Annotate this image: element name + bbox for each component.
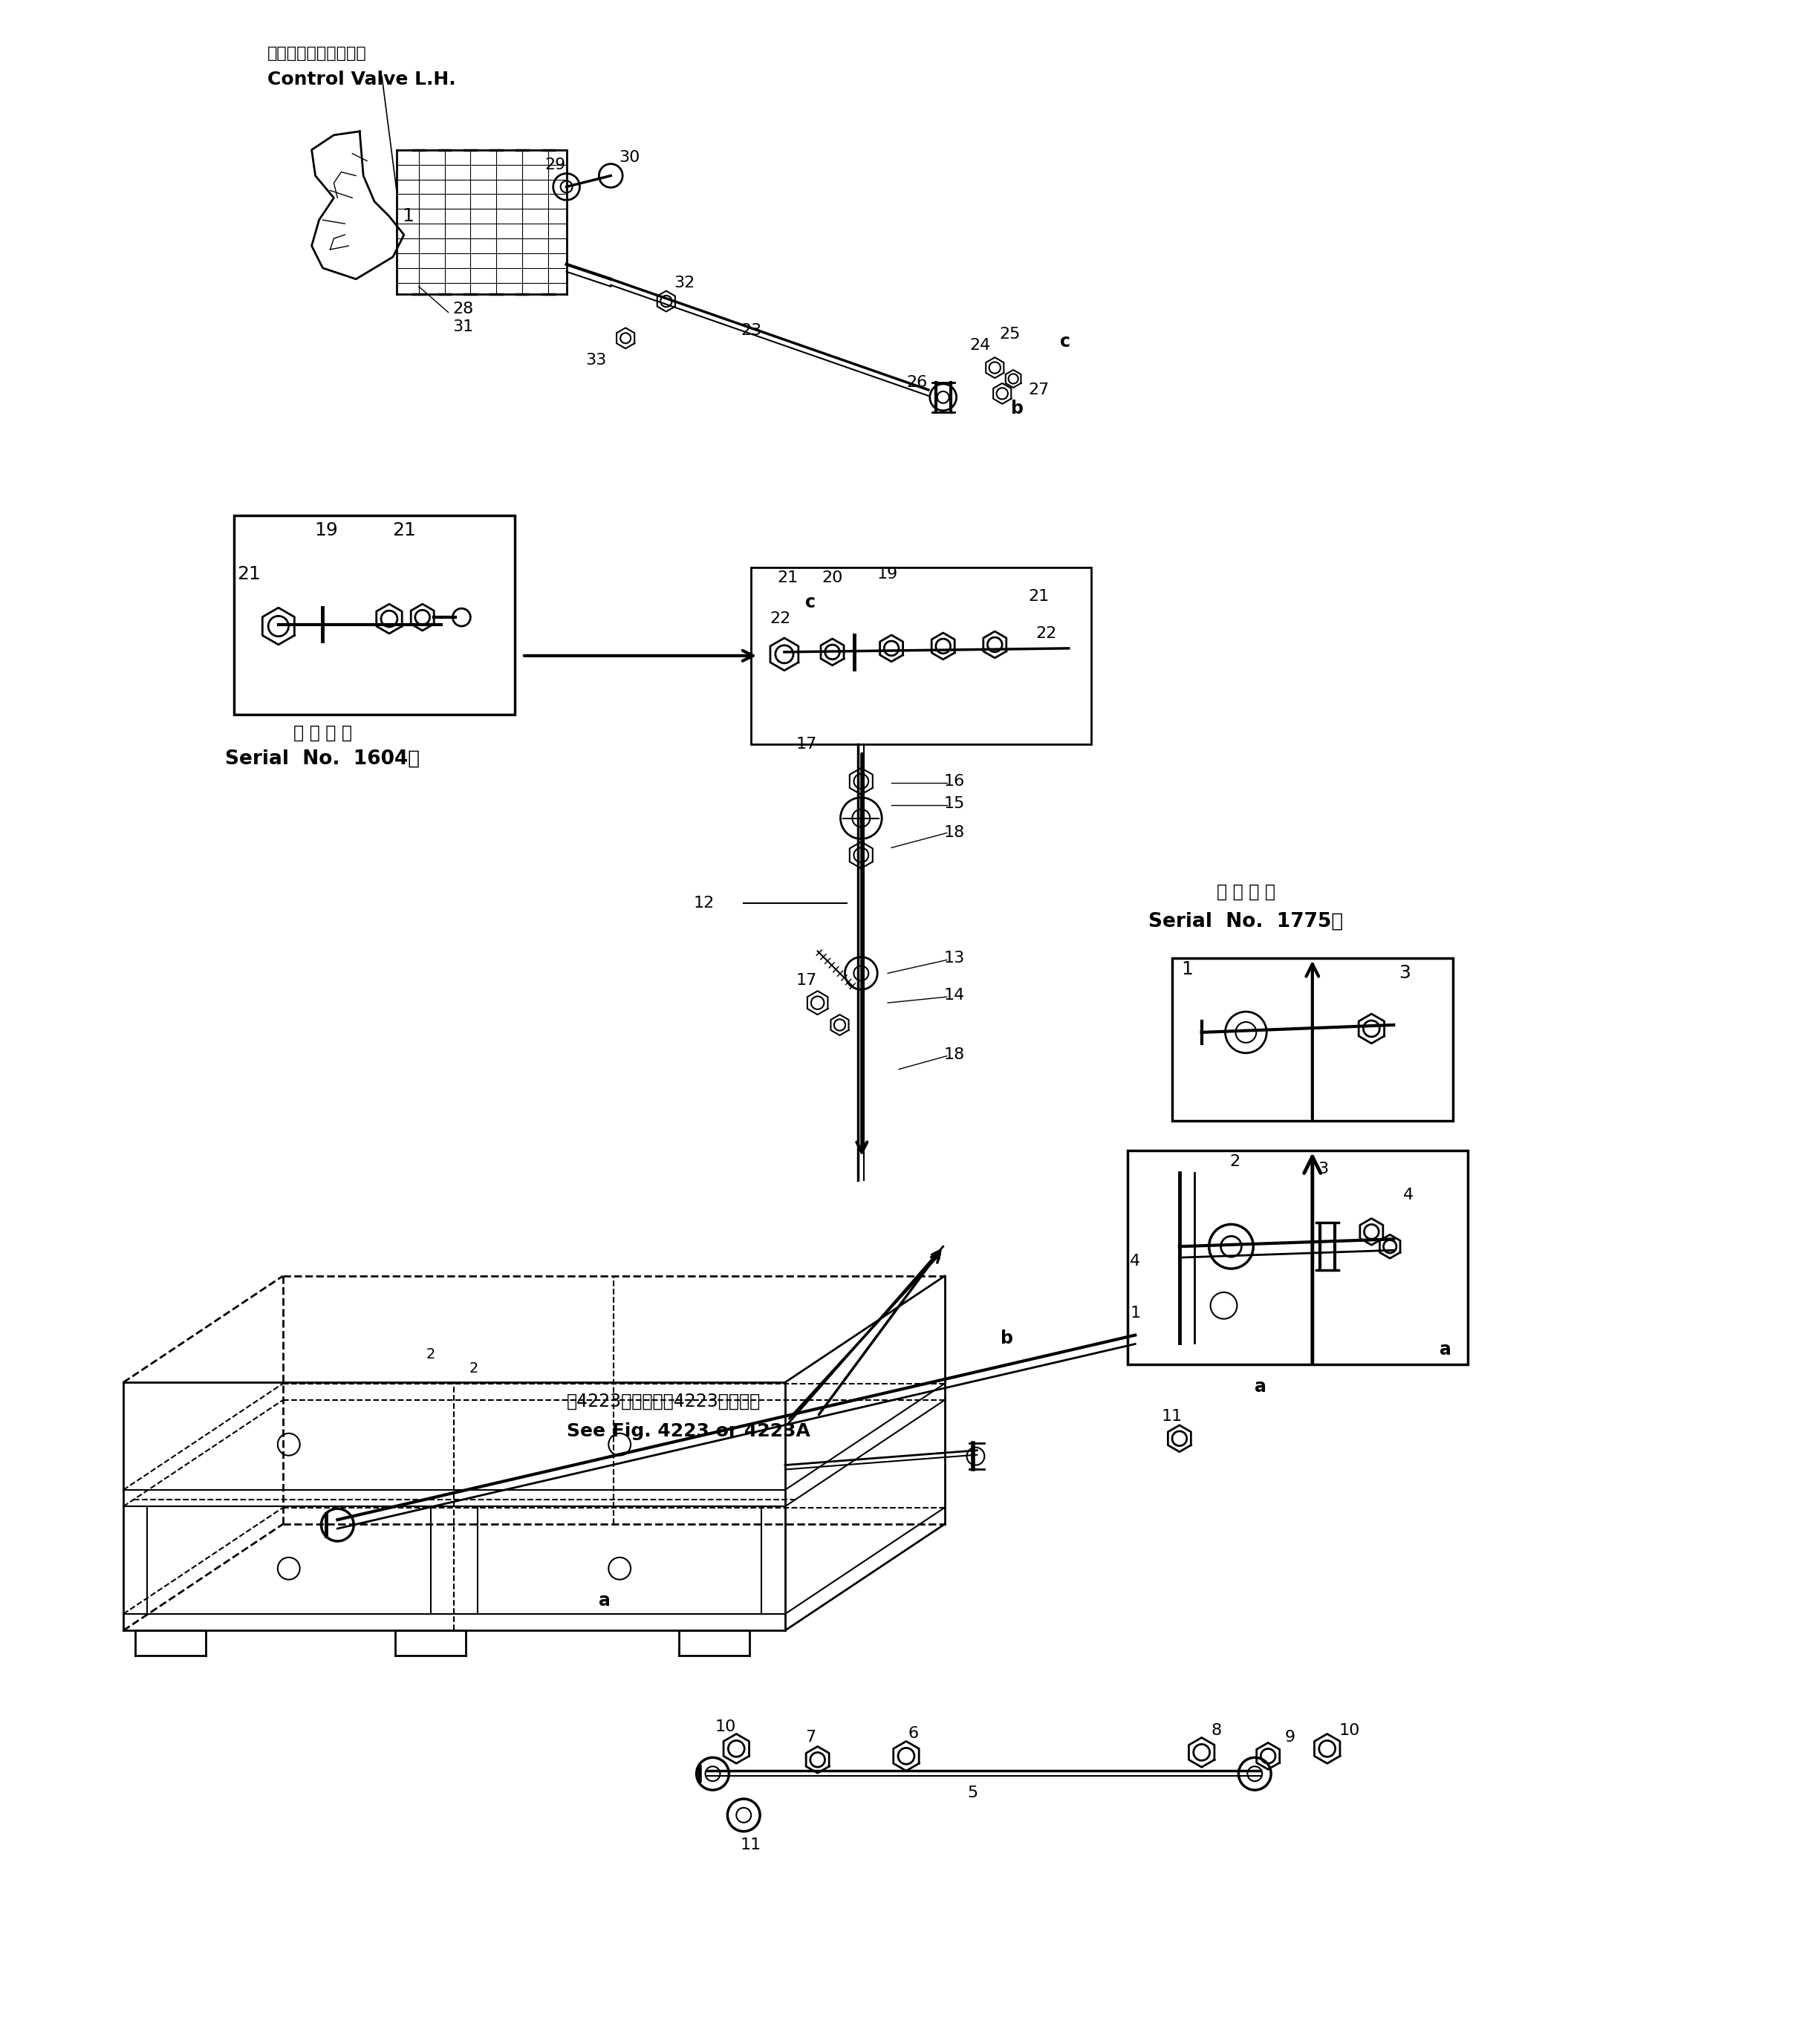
- Bar: [235, 515, 514, 715]
- Text: 5: 5: [967, 1786, 978, 1801]
- Text: 29: 29: [545, 157, 567, 172]
- Text: 27: 27: [1029, 382, 1051, 397]
- Bar: [751, 566, 1090, 744]
- Text: 1: 1: [1130, 1306, 1141, 1320]
- Text: 11: 11: [740, 1838, 762, 1852]
- Text: 7: 7: [805, 1729, 816, 1746]
- Text: 19: 19: [314, 521, 338, 540]
- Text: Serial  No.  1604～: Serial No. 1604～: [226, 750, 421, 769]
- Text: a: a: [1254, 1378, 1267, 1396]
- Text: 11: 11: [1162, 1408, 1182, 1425]
- Text: 17: 17: [796, 738, 818, 752]
- Text: 26: 26: [906, 374, 928, 390]
- Text: 23: 23: [740, 323, 762, 337]
- Text: 12: 12: [693, 895, 715, 910]
- Text: 3: 3: [1318, 1161, 1328, 1177]
- Text: 10: 10: [1339, 1723, 1359, 1737]
- Text: 22: 22: [1036, 625, 1058, 642]
- Text: 33: 33: [585, 354, 606, 368]
- Text: 10: 10: [715, 1719, 736, 1733]
- Text: 30: 30: [619, 149, 639, 166]
- Text: a: a: [599, 1592, 610, 1609]
- Text: 6: 6: [908, 1727, 919, 1741]
- Text: Control Valve L.H.: Control Valve L.H.: [267, 72, 455, 88]
- Text: 2: 2: [1229, 1155, 1240, 1169]
- Text: c: c: [1060, 333, 1070, 352]
- Text: 17: 17: [796, 973, 818, 987]
- Text: 第4223図または第4223Ａ図参照: 第4223図または第4223Ａ図参照: [567, 1392, 760, 1410]
- Text: 28: 28: [453, 300, 473, 317]
- Text: 1: 1: [1180, 961, 1193, 979]
- Text: Serial  No.  1775～: Serial No. 1775～: [1148, 912, 1343, 932]
- Text: 2: 2: [469, 1361, 478, 1376]
- Text: 21: 21: [236, 566, 260, 583]
- Text: 19: 19: [877, 566, 899, 583]
- Text: 16: 16: [944, 775, 964, 789]
- Text: a: a: [1439, 1341, 1451, 1359]
- Text: 21: 21: [392, 521, 415, 540]
- Bar: [1171, 959, 1453, 1120]
- Text: 15: 15: [944, 795, 964, 811]
- Bar: [1128, 1151, 1467, 1365]
- Text: b: b: [1000, 1329, 1013, 1347]
- Text: 22: 22: [771, 611, 791, 625]
- Text: 31: 31: [453, 319, 473, 335]
- Text: 9: 9: [1285, 1729, 1296, 1746]
- Text: c: c: [805, 593, 816, 611]
- Text: 24: 24: [969, 337, 991, 354]
- Text: 4: 4: [1402, 1188, 1413, 1202]
- Text: 2: 2: [426, 1347, 435, 1361]
- Text: コントロールバルブ左: コントロールバルブ左: [267, 47, 366, 61]
- Text: 14: 14: [944, 987, 964, 1004]
- Text: 1: 1: [403, 206, 413, 225]
- Text: 20: 20: [821, 570, 843, 585]
- Text: b: b: [1011, 399, 1023, 417]
- Text: 13: 13: [944, 950, 964, 967]
- Text: 25: 25: [998, 327, 1020, 341]
- Text: 21: 21: [1029, 589, 1051, 605]
- Text: 適 用 号 機: 適 用 号 機: [1217, 883, 1276, 901]
- Text: 18: 18: [944, 826, 964, 840]
- Text: See Fig. 4223 or 4223A: See Fig. 4223 or 4223A: [567, 1423, 810, 1441]
- Text: 32: 32: [673, 276, 695, 290]
- Text: 8: 8: [1211, 1723, 1222, 1737]
- Text: 21: 21: [778, 570, 798, 585]
- Text: 3: 3: [1399, 965, 1412, 983]
- Text: 適 用 号 機: 適 用 号 機: [294, 724, 352, 742]
- Text: 18: 18: [944, 1047, 964, 1063]
- Text: 4: 4: [1130, 1253, 1141, 1269]
